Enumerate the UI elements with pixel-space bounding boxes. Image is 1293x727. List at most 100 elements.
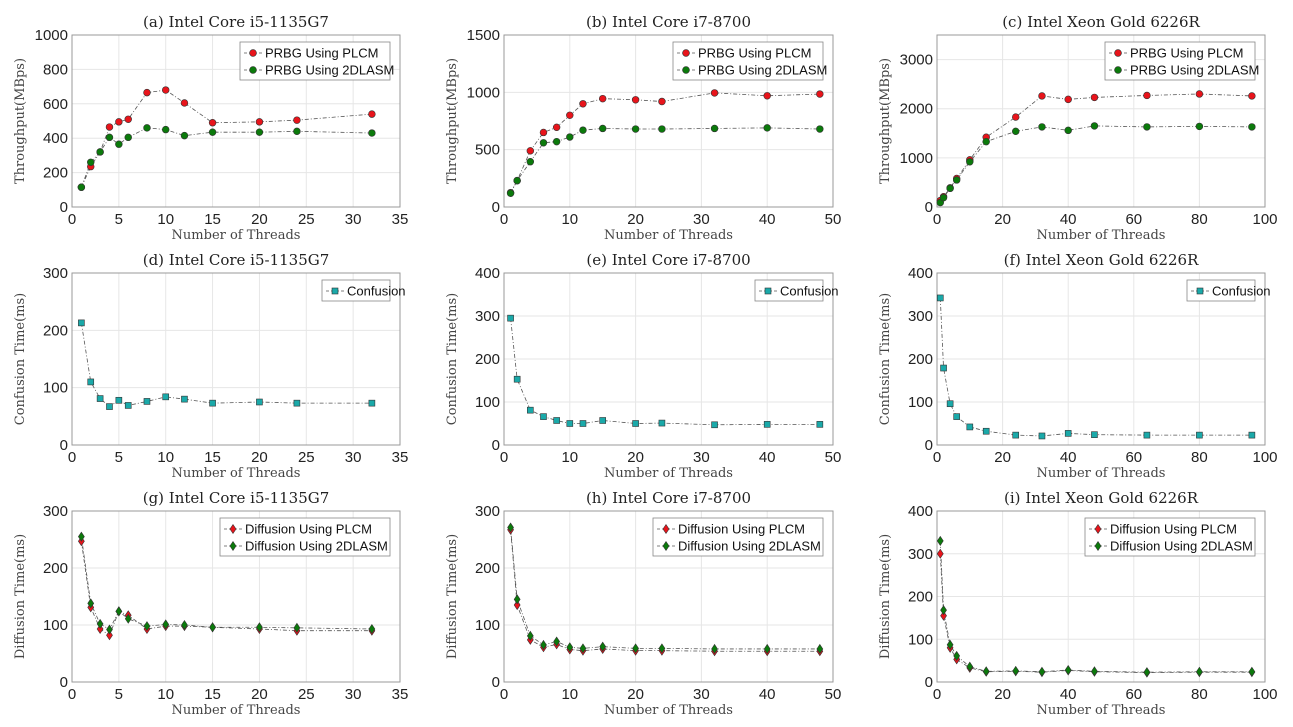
x-tick-label: 30 (345, 686, 362, 703)
data-point (526, 147, 535, 155)
subplot-title: (a) Intel Core i5-1135G7 (143, 13, 329, 31)
data-point (209, 622, 216, 633)
x-axis-label: Number of Threads (1037, 703, 1166, 718)
data-point (115, 606, 123, 617)
data-point (1064, 664, 1072, 676)
data-point (256, 398, 263, 406)
y-tick-label: 400 (475, 265, 500, 282)
legend-label: Confusion (347, 284, 406, 299)
y-tick-label: 200 (475, 560, 500, 577)
data-point (106, 630, 113, 641)
axes-box (503, 34, 834, 208)
data-point (96, 148, 104, 156)
legend: Diffusion Using PLCM Diffusion Using 2DLA… (219, 517, 391, 557)
legend-label: PRBG Using 2DLASM (265, 63, 394, 78)
x-tick-label: 20 (627, 211, 644, 228)
x-tick-label: 20 (627, 686, 644, 703)
data-point (816, 643, 824, 654)
data-point (96, 395, 104, 402)
x-tick-label: 100 (1252, 686, 1277, 703)
y-tick-label: 200 (908, 589, 933, 606)
x-tick-label: 35 (392, 449, 409, 466)
data-point (566, 420, 574, 427)
y-axis-label: Confusion Time(ms) (878, 293, 893, 425)
y-tick-label: 100 (43, 380, 68, 397)
data-point (952, 176, 961, 184)
data-point (124, 115, 132, 123)
y-tick-label: 300 (475, 308, 500, 325)
x-tick-label: 40 (1060, 211, 1077, 228)
data-point (940, 364, 947, 372)
x-tick-label: 5 (115, 449, 123, 466)
x-tick-label: 10 (561, 211, 578, 228)
data-point (208, 119, 217, 127)
legend-marker (1196, 287, 1204, 295)
x-tick-label: 60 (1125, 686, 1142, 703)
x-tick-label: 10 (561, 686, 578, 703)
x-tick-label: 5 (115, 211, 123, 228)
data-point (162, 125, 170, 134)
x-tick-label: 50 (825, 686, 842, 703)
x-tick-label: 0 (500, 449, 508, 466)
data-point (1012, 665, 1020, 676)
x-tick-label: 100 (1252, 211, 1277, 228)
data-point (1038, 123, 1046, 131)
subplot-title: (d) Intel Core i5-1135G7 (143, 251, 330, 269)
x-tick-label: 40 (759, 449, 776, 466)
legend-marker (1114, 49, 1122, 57)
x-tick-label: 0 (933, 211, 941, 228)
data-point (1143, 667, 1151, 678)
x-tick-label: 60 (1125, 449, 1142, 466)
legend-label: Diffusion Using 2DLASM (678, 539, 821, 554)
subplot-4: 0 10 20 30 40 50 0 100 200 300 400 (e) Intel Core i… (445, 251, 841, 481)
data-point (208, 128, 217, 136)
y-tick-label: 200 (43, 322, 68, 339)
legend-label: Diffusion Using PLCM (245, 522, 372, 537)
x-tick-label: 0 (68, 686, 76, 703)
legend-label: Diffusion Using 2DLASM (245, 539, 388, 554)
x-tick-label: 20 (994, 449, 1011, 466)
data-point (539, 139, 548, 147)
y-axis-label: Diffusion Time(ms) (878, 534, 893, 659)
data-point (940, 610, 947, 621)
y-tick-label: 400 (908, 503, 933, 520)
data-point (658, 97, 666, 106)
legend-marker (229, 523, 237, 535)
y-axis-label: Diffusion Time(ms) (445, 534, 460, 659)
y-tick-label: 0 (925, 437, 933, 454)
x-tick-label: 50 (825, 211, 842, 228)
y-tick-label: 0 (925, 199, 933, 216)
data-point (763, 421, 771, 428)
axes-box (936, 34, 1266, 208)
data-point (106, 624, 113, 635)
data-point (506, 189, 515, 197)
legend: Confusion (754, 279, 839, 302)
data-point (1038, 666, 1046, 677)
data-point (631, 125, 640, 133)
y-tick-label: 400 (43, 130, 68, 147)
data-point (710, 124, 719, 133)
subplot-3: 0 5 10 15 20 25 30 35 0 100 200 300 (d) Intel Core i… (13, 251, 408, 481)
x-tick-label: 5 (115, 686, 123, 703)
subplot-title: (h) Intel Core i7-8700 (586, 489, 751, 507)
y-tick-label: 1000 (467, 84, 500, 101)
x-tick-label: 25 (298, 686, 315, 703)
data-point (711, 421, 718, 429)
data-point (1248, 431, 1256, 439)
y-tick-label: 200 (475, 351, 500, 368)
legend-marker (249, 49, 257, 57)
data-point (966, 661, 974, 672)
x-axis-label: Number of Threads (1037, 466, 1166, 481)
x-tick-label: 25 (298, 449, 315, 466)
x-tick-label: 10 (157, 686, 174, 703)
data-point (105, 133, 114, 142)
data-point (1038, 92, 1046, 100)
data-point (143, 621, 151, 632)
y-axis-label: Confusion Time(ms) (13, 293, 28, 425)
x-tick-label: 20 (251, 686, 268, 703)
y-tick-label: 1500 (467, 27, 500, 44)
data-point (368, 399, 376, 407)
data-point (87, 378, 95, 386)
data-point (124, 613, 132, 624)
data-point (106, 403, 113, 410)
